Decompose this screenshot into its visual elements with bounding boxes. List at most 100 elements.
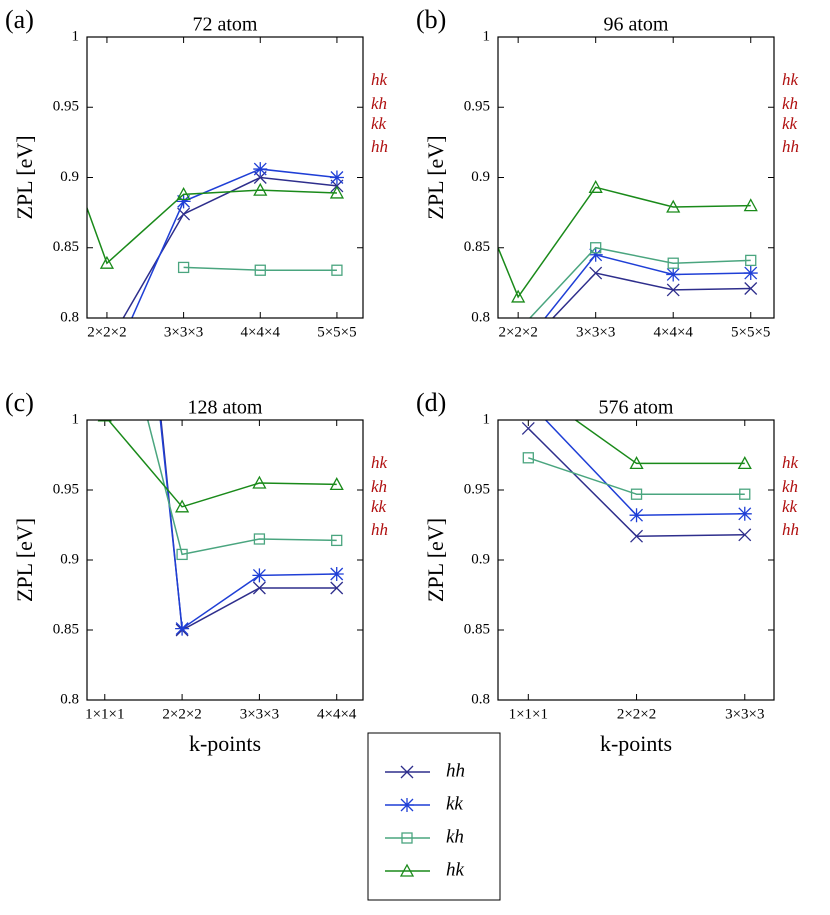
- legend-box: [367, 732, 501, 901]
- series-line: [544, 253, 751, 318]
- marker-triangle: [99, 255, 115, 269]
- series-line: [498, 186, 751, 299]
- marker-triangle: [435, 101, 447, 112]
- x-tick-label: 1×1×1: [85, 706, 124, 722]
- x-tick-label: 4×4×4: [654, 324, 694, 340]
- marker-triangle: [24, 45, 36, 56]
- marker-triangle: [743, 198, 758, 212]
- axes-frame: [497, 36, 775, 319]
- marker-triangle: [176, 187, 191, 201]
- marker-square: [401, 832, 413, 844]
- series-line: [160, 420, 337, 632]
- series-annotation: kh: [782, 477, 798, 496]
- series-annotation: hk: [371, 453, 388, 472]
- plot-area: [97, 420, 344, 637]
- panel-title: 576 atom: [599, 397, 674, 419]
- marker-square: [176, 548, 188, 561]
- marker-asterisk: [252, 568, 267, 583]
- axes-frame: [497, 419, 775, 701]
- x-tick-label: 2×2×2: [87, 324, 126, 340]
- marker-triangle: [174, 499, 190, 513]
- series-line: [107, 420, 337, 508]
- marker-triangle: [399, 863, 415, 877]
- marker-triangle: [252, 475, 267, 489]
- marker-square: [630, 488, 643, 500]
- series-line: [574, 420, 745, 465]
- series-line: [131, 168, 338, 318]
- panel-label: (b): [416, 5, 446, 34]
- marker-asterisk: [588, 247, 603, 262]
- marker-asterisk: [743, 266, 758, 281]
- series-line: [122, 176, 338, 318]
- panel-label: (c): [5, 388, 34, 417]
- y-tick-label: 0.9: [471, 551, 490, 567]
- marker-square: [253, 533, 266, 545]
- marker-asterisk: [629, 508, 644, 523]
- y-tick-label: 1: [72, 28, 80, 44]
- y-tick-label: 0.9: [471, 169, 490, 185]
- marker-triangle: [737, 456, 752, 470]
- x-tick-label: 3×3×3: [164, 324, 203, 340]
- y-tick-label: 0.85: [53, 621, 79, 637]
- series-annotation: kh: [371, 477, 387, 496]
- marker-x: [252, 581, 266, 595]
- y-tick-label: 0.8: [471, 309, 490, 325]
- series-annotation: kk: [371, 114, 387, 133]
- x-tick-label: 5×5×5: [317, 324, 356, 340]
- y-axis-label: ZPL [eV]: [423, 518, 448, 602]
- x-tick-label: 3×3×3: [576, 324, 615, 340]
- marker-square: [254, 264, 266, 276]
- x-axis-label: k-points: [600, 731, 672, 756]
- marker-x: [738, 528, 752, 542]
- y-tick-label: 0.95: [53, 481, 79, 497]
- y-tick-label: 0.95: [464, 481, 490, 497]
- series-annotation: kk: [782, 497, 798, 516]
- y-tick-label: 0.8: [60, 691, 79, 707]
- panel-label: (a): [5, 5, 34, 34]
- x-tick-label: 5×5×5: [731, 324, 770, 340]
- axes-frame: [86, 36, 364, 319]
- marker-asterisk: [329, 567, 344, 581]
- marker-asterisk: [400, 798, 414, 812]
- panel-title: 96 atom: [604, 14, 669, 36]
- marker-x: [330, 581, 344, 595]
- plot-area: [521, 380, 752, 543]
- series-annotation: hh: [371, 520, 388, 539]
- panel-title: 128 atom: [188, 397, 263, 419]
- marker-asterisk: [329, 170, 344, 185]
- marker-x: [666, 283, 680, 297]
- y-tick-label: 1: [483, 411, 491, 427]
- marker-triangle: [588, 179, 603, 193]
- axes-frame: [86, 419, 364, 701]
- marker-asterisk: [521, 395, 535, 409]
- marker-asterisk: [100, 367, 114, 381]
- y-tick-label: 0.9: [60, 551, 79, 567]
- marker-asterisk: [511, 345, 525, 359]
- legend-label: hk: [446, 859, 465, 880]
- marker-square: [331, 534, 343, 547]
- marker-x: [630, 529, 644, 543]
- marker-x: [400, 765, 414, 779]
- marker-square: [177, 261, 190, 274]
- series-annotation: kh: [782, 94, 798, 113]
- y-axis-label: ZPL [eV]: [423, 135, 448, 219]
- marker-triangle: [511, 289, 526, 303]
- series-annotation: hh: [782, 137, 799, 156]
- y-tick-label: 1: [483, 28, 491, 44]
- marker-x: [512, 349, 524, 361]
- plot-area: [435, 101, 758, 361]
- marker-square: [590, 242, 602, 254]
- marker-triangle: [629, 456, 644, 470]
- y-tick-label: 0.95: [464, 99, 490, 115]
- x-tick-label: 2×2×2: [162, 706, 201, 722]
- series-annotation: hk: [782, 453, 799, 472]
- marker-asterisk: [175, 621, 190, 636]
- plot-area: [24, 45, 345, 381]
- series-annotation: hk: [782, 70, 799, 89]
- x-tick-label: 1×1×1: [509, 706, 548, 722]
- marker-triangle: [522, 380, 534, 391]
- series-annotation: hh: [782, 520, 799, 539]
- marker-x: [589, 266, 603, 280]
- marker-square: [331, 264, 343, 276]
